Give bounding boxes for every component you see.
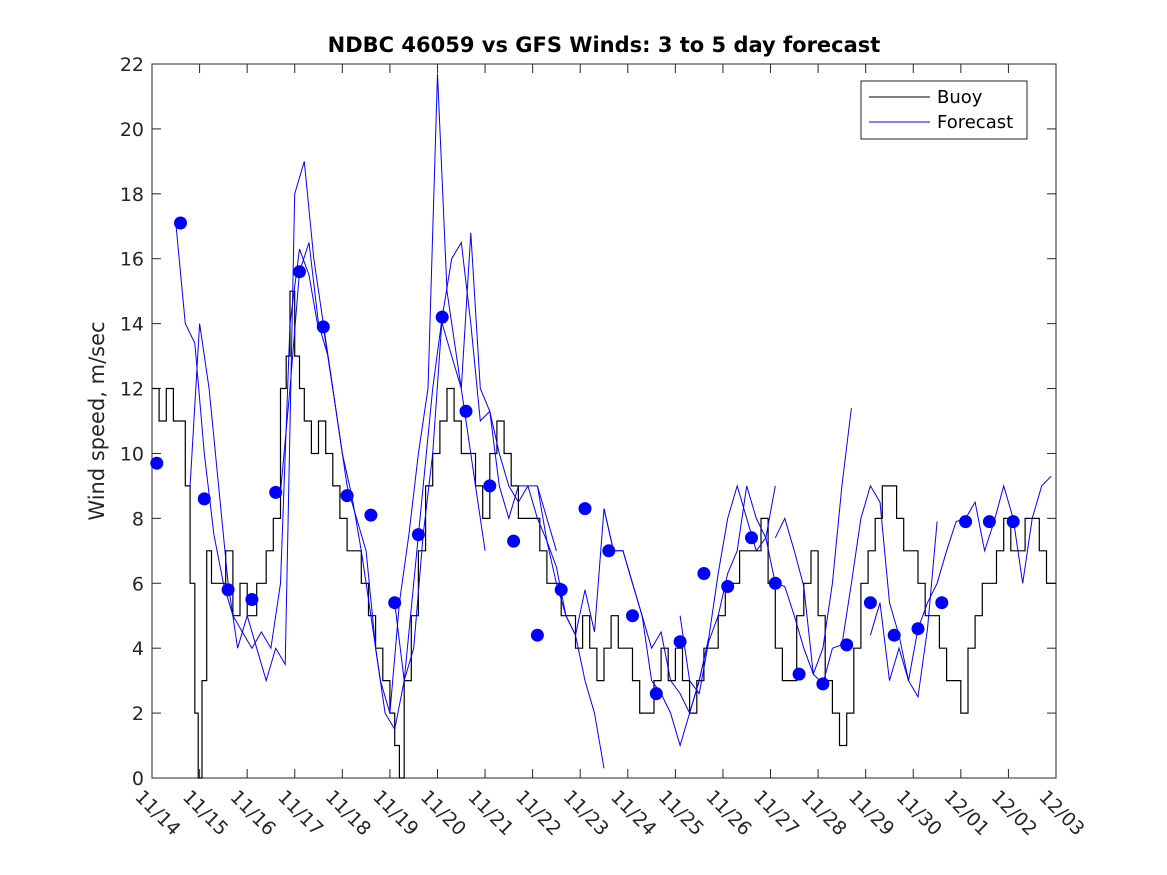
forecast-marker — [840, 638, 854, 652]
y-tick-label: 22 — [120, 54, 144, 76]
forecast-marker — [197, 492, 211, 506]
forecast-series-line — [441, 232, 605, 769]
forecast-marker — [911, 622, 925, 636]
forecast-marker — [959, 515, 973, 529]
forecast-marker — [340, 489, 354, 503]
forecast-series-line — [189, 161, 334, 683]
forecast-marker — [1006, 515, 1020, 529]
forecast-series-line — [679, 407, 852, 695]
forecast-marker — [554, 583, 568, 597]
forecast-marker — [673, 635, 687, 649]
legend-box — [860, 80, 1028, 140]
forecast-marker — [745, 531, 758, 545]
plot-lines — [152, 73, 1056, 779]
forecast-marker — [150, 456, 164, 470]
forecast-marker — [721, 580, 735, 593]
forecast-series-line — [394, 240, 557, 681]
y-tick-label: 2 — [132, 703, 144, 725]
forecast-marker — [388, 596, 402, 610]
forecast-markers — [150, 216, 1020, 701]
forecast-series-line — [322, 73, 486, 714]
buoy-series-line — [152, 290, 1056, 779]
y-axis: 0 2 4 6 8 10 12 14 16 18 20 22 — [120, 54, 1056, 790]
forecast-marker — [578, 502, 592, 516]
forecast-marker — [459, 404, 473, 418]
y-tick-label: 8 — [132, 508, 144, 530]
forecast-marker — [174, 216, 187, 230]
forecast-marker — [649, 687, 663, 701]
forecast-marker — [507, 534, 521, 548]
forecast-marker — [245, 593, 259, 606]
y-tick-label: 18 — [120, 184, 144, 206]
y-tick-label: 4 — [132, 638, 144, 660]
forecast-marker — [935, 596, 949, 610]
forecast-marker — [768, 576, 782, 590]
y-tick-label: 14 — [120, 314, 144, 336]
forecast-marker — [697, 567, 711, 580]
forecast-marker — [316, 320, 330, 334]
forecast-marker — [530, 628, 544, 642]
forecast-marker — [602, 544, 616, 558]
forecast-marker — [483, 479, 497, 493]
forecast-marker — [792, 667, 806, 681]
forecast-marker — [364, 508, 378, 522]
y-tick-label: 10 — [120, 443, 144, 465]
forecast-series-line — [280, 242, 443, 731]
chart-title: NDBC 46059 vs GFS Winds: 3 to 5 day fore… — [328, 33, 881, 57]
forecast-series-line — [175, 222, 319, 650]
y-tick-label: 0 — [132, 768, 144, 790]
forecast-marker — [816, 677, 830, 691]
forecast-marker — [293, 265, 306, 279]
forecast-series-line — [603, 484, 776, 715]
forecast-marker — [269, 485, 283, 499]
legend: Buoy Forecast — [860, 80, 1028, 140]
forecast-marker — [221, 583, 235, 597]
forecast-marker — [626, 609, 639, 623]
y-tick-label: 12 — [120, 379, 144, 401]
forecast-marker — [411, 528, 425, 542]
y-tick-label: 16 — [120, 249, 144, 271]
forecast-series-line — [774, 484, 938, 699]
y-tick-label: 20 — [120, 119, 144, 141]
y-tick-label: 6 — [132, 573, 144, 595]
forecast-marker — [982, 515, 996, 529]
legend-forecast-label: Forecast — [937, 112, 1013, 133]
forecast-marker — [435, 310, 449, 324]
legend-buoy-label: Buoy — [937, 87, 983, 108]
forecast-marker — [863, 596, 877, 610]
y-axis-label: Wind speed, m/sec — [85, 321, 109, 520]
forecast-marker — [887, 628, 901, 642]
